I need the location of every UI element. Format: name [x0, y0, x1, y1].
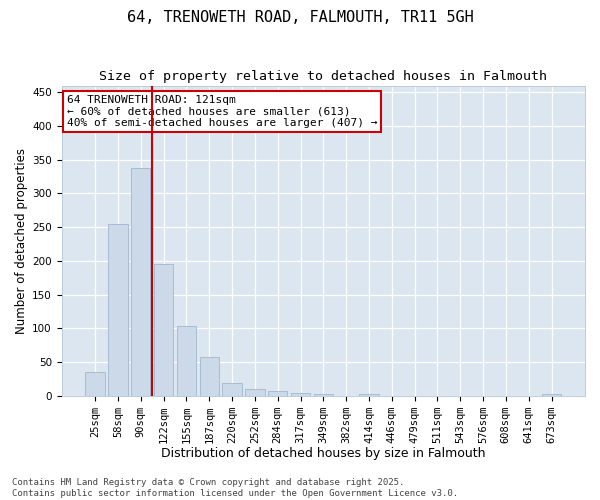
Bar: [291, 393, 310, 396]
Bar: [108, 224, 128, 396]
Text: Contains HM Land Registry data © Crown copyright and database right 2025.
Contai: Contains HM Land Registry data © Crown c…: [12, 478, 458, 498]
Bar: [245, 389, 265, 396]
Bar: [359, 394, 379, 396]
Bar: [314, 394, 333, 396]
Bar: [268, 391, 287, 396]
Bar: [131, 168, 151, 396]
Bar: [200, 357, 219, 396]
Title: Size of property relative to detached houses in Falmouth: Size of property relative to detached ho…: [100, 70, 547, 83]
Y-axis label: Number of detached properties: Number of detached properties: [15, 148, 28, 334]
Bar: [542, 394, 561, 396]
Bar: [154, 264, 173, 396]
Text: 64, TRENOWETH ROAD, FALMOUTH, TR11 5GH: 64, TRENOWETH ROAD, FALMOUTH, TR11 5GH: [127, 10, 473, 25]
X-axis label: Distribution of detached houses by size in Falmouth: Distribution of detached houses by size …: [161, 447, 485, 460]
Text: 64 TRENOWETH ROAD: 121sqm
← 60% of detached houses are smaller (613)
40% of semi: 64 TRENOWETH ROAD: 121sqm ← 60% of detac…: [67, 95, 377, 128]
Bar: [85, 372, 105, 396]
Bar: [223, 384, 242, 396]
Bar: [177, 326, 196, 396]
